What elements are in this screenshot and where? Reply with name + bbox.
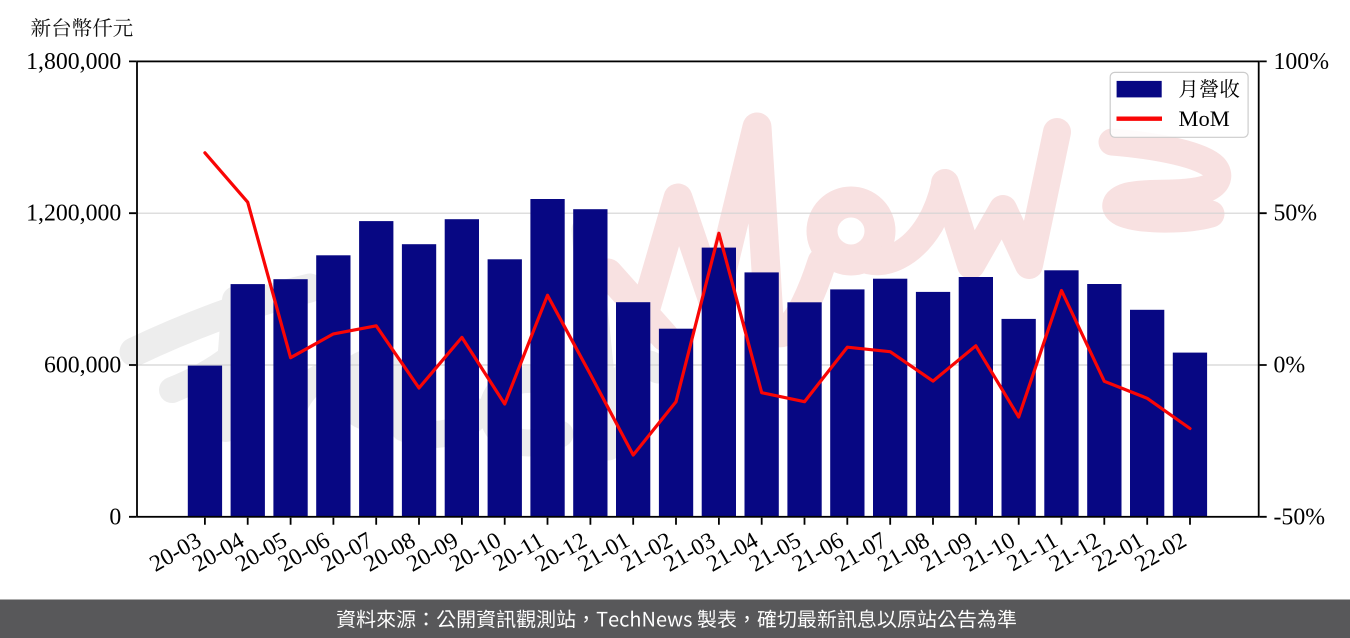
svg-text:50%: 50%	[1274, 201, 1318, 227]
svg-text:100%: 100%	[1274, 49, 1330, 75]
svg-text:1,800,000: 1,800,000	[26, 49, 121, 75]
svg-text:-50%: -50%	[1274, 504, 1326, 530]
svg-text:MoM: MoM	[1179, 106, 1230, 131]
svg-text:600,000: 600,000	[44, 353, 121, 379]
svg-text:0%: 0%	[1274, 353, 1306, 379]
svg-text:22-02: 22-02	[1131, 527, 1191, 577]
svg-text:1,200,000: 1,200,000	[26, 201, 121, 227]
svg-text:0: 0	[109, 504, 121, 530]
